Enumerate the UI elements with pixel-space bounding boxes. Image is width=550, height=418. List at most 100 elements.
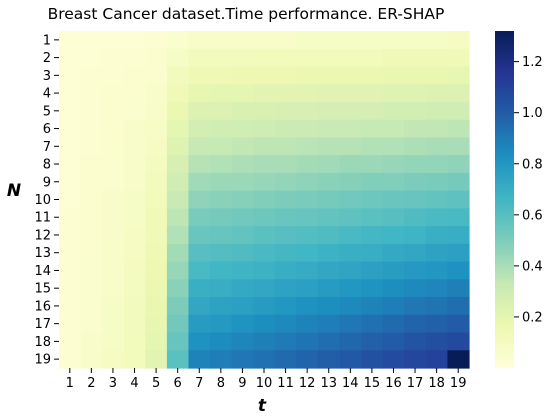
heatmap-cell xyxy=(382,101,405,121)
heatmap-cell xyxy=(296,279,319,298)
heatmap-cell xyxy=(447,101,470,121)
heatmap-cell xyxy=(447,31,470,50)
heatmap-cell xyxy=(425,332,449,351)
heatmap-cell xyxy=(296,84,319,103)
heatmap-cell xyxy=(188,279,211,298)
heatmap-cell xyxy=(339,155,362,174)
heatmap-cell xyxy=(382,48,405,68)
heatmap-cell xyxy=(59,243,82,263)
heatmap-cell xyxy=(361,314,384,334)
heatmap-cell xyxy=(80,137,103,156)
heatmap-cell xyxy=(317,332,341,351)
heatmap-cell xyxy=(425,66,449,85)
y-tick-label: 19 xyxy=(34,353,51,368)
y-tick-label: 7 xyxy=(43,140,51,155)
heatmap-cell xyxy=(80,279,103,298)
heatmap-cell xyxy=(123,84,146,103)
heatmap-cell xyxy=(296,297,319,316)
colorbar xyxy=(495,31,514,368)
heatmap-cell xyxy=(317,226,341,245)
heatmap-cell xyxy=(447,314,470,334)
heatmap-cell xyxy=(210,119,233,139)
heatmap-cell xyxy=(274,261,297,280)
heatmap-cell xyxy=(382,279,405,298)
heatmap-cell xyxy=(253,31,276,50)
heatmap-cell xyxy=(210,350,233,369)
heatmap-cell xyxy=(296,119,319,139)
heatmap-cell xyxy=(447,332,470,351)
heatmap-cell xyxy=(210,332,233,351)
heatmap-cell xyxy=(210,314,233,334)
colorbar-tick-label: 1.2 xyxy=(522,55,543,70)
heatmap-cell xyxy=(274,332,297,351)
heatmap-cell xyxy=(145,66,168,85)
heatmap-cell xyxy=(425,297,449,316)
heatmap-cell xyxy=(80,66,103,85)
heatmap-cell xyxy=(253,190,276,209)
heatmap-cell xyxy=(102,119,125,139)
heatmap-cell xyxy=(382,31,405,50)
heatmap-cell xyxy=(166,48,190,68)
heatmap-cell xyxy=(123,314,146,334)
heatmap-cell xyxy=(447,350,470,369)
heatmap-cell xyxy=(253,208,276,227)
heatmap-cell xyxy=(274,101,297,121)
heatmap-cell xyxy=(80,31,103,50)
heatmap-cell xyxy=(317,31,341,50)
heatmap-cell xyxy=(210,48,233,68)
heatmap-cell xyxy=(231,208,254,227)
heatmap-cell xyxy=(382,66,405,85)
heatmap-cell xyxy=(145,190,168,209)
heatmap-cell xyxy=(166,190,190,209)
heatmap-cell xyxy=(361,84,384,103)
heatmap-cell xyxy=(339,84,362,103)
heatmap-cell xyxy=(361,332,384,351)
heatmap-cell xyxy=(339,48,362,68)
heatmap-cell xyxy=(296,350,319,369)
heatmap-cell xyxy=(361,279,384,298)
heatmap-cell xyxy=(404,119,427,139)
heatmap-cell xyxy=(447,243,470,263)
heatmap-cell xyxy=(166,297,190,316)
heatmap-cell xyxy=(425,243,449,263)
heatmap-cell xyxy=(425,314,449,334)
x-tick-label: 13 xyxy=(320,376,337,391)
heatmap-cell xyxy=(404,208,427,227)
x-tick-label: 16 xyxy=(385,376,402,391)
heatmap-cell xyxy=(166,101,190,121)
heatmap-cell xyxy=(253,261,276,280)
heatmap-cell xyxy=(210,66,233,85)
heatmap-cell xyxy=(80,84,103,103)
heatmap-cell xyxy=(382,84,405,103)
y-tick-label: 13 xyxy=(34,246,51,261)
heatmap-cell xyxy=(382,226,405,245)
y-tick-label: 17 xyxy=(34,317,51,332)
heatmap-cell xyxy=(447,226,470,245)
heatmap-cell xyxy=(102,190,125,209)
heatmap-cell xyxy=(123,279,146,298)
heatmap-cell xyxy=(145,208,168,227)
heatmap-cell xyxy=(145,279,168,298)
heatmap-cell xyxy=(361,31,384,50)
heatmap-cell xyxy=(317,208,341,227)
heatmap-cell xyxy=(145,243,168,263)
x-tick-label: 3 xyxy=(109,376,117,391)
heatmap-cell xyxy=(102,332,125,351)
heatmap-cell xyxy=(231,279,254,298)
heatmap-cell xyxy=(361,66,384,85)
heatmap-cell xyxy=(404,66,427,85)
heatmap-cell xyxy=(145,31,168,50)
heatmap-cell xyxy=(274,84,297,103)
heatmap-cell xyxy=(80,243,103,263)
heatmap-cell xyxy=(361,297,384,316)
heatmap-cell xyxy=(317,261,341,280)
heatmap-cell xyxy=(339,279,362,298)
heatmap-cell xyxy=(145,261,168,280)
y-tick-label: 11 xyxy=(34,211,51,226)
heatmap-cell xyxy=(425,190,449,209)
heatmap-cell xyxy=(339,66,362,85)
heatmap-cell xyxy=(425,350,449,369)
heatmap-cell xyxy=(274,66,297,85)
heatmap-cell xyxy=(296,31,319,50)
heatmap-cell xyxy=(59,190,82,209)
